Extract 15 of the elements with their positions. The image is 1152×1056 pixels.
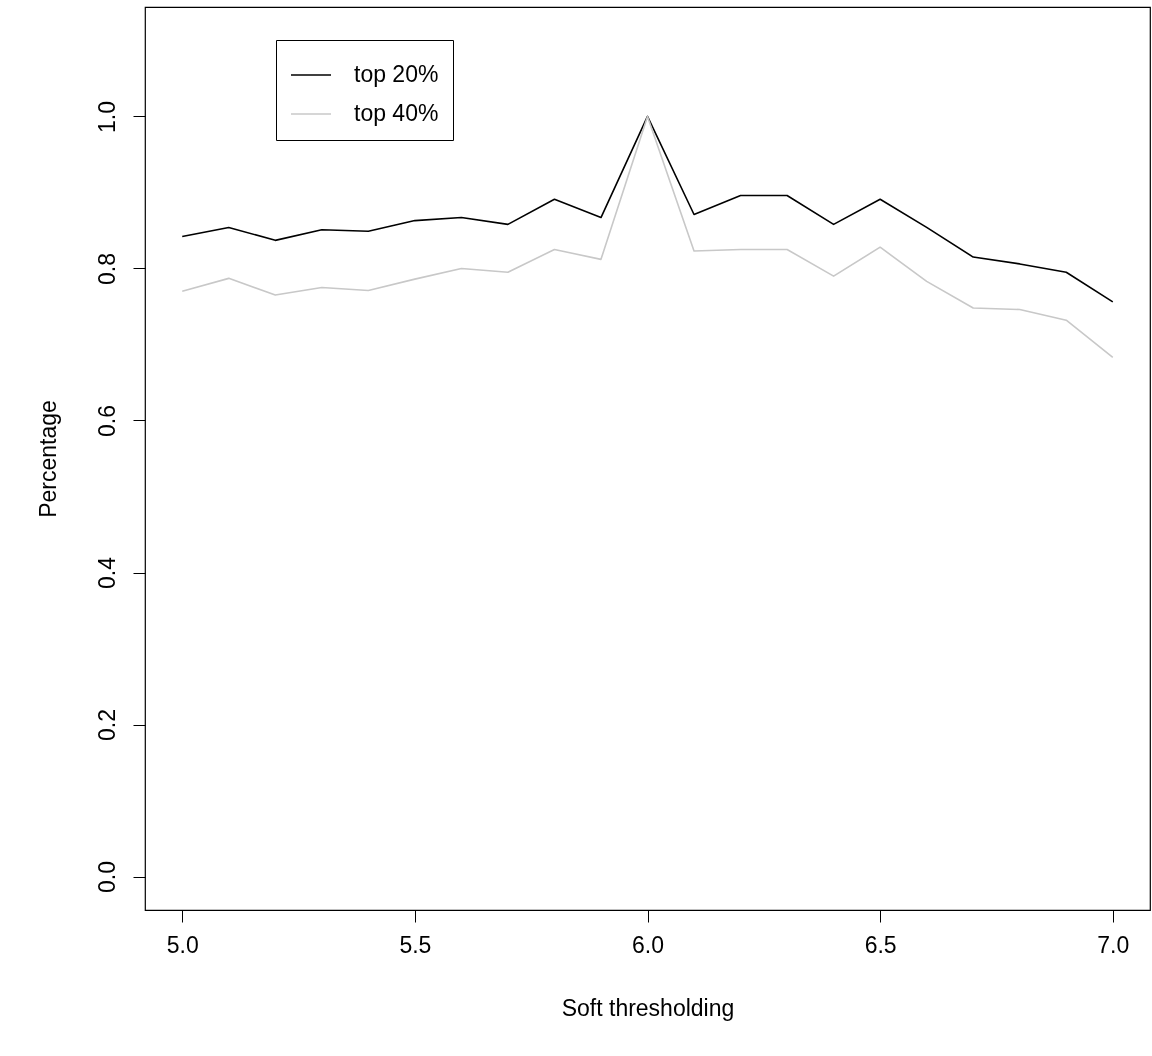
x-tick-label: 6.0 [632, 931, 664, 958]
x-tick-label: 5.5 [399, 931, 432, 958]
y-tick-label: 0.0 [93, 861, 120, 894]
x-tick-label: 6.5 [864, 931, 897, 958]
y-tick-label: 1.0 [93, 100, 120, 133]
legend-label: top 40% [354, 100, 439, 126]
y-tick-label: 0.6 [93, 405, 120, 437]
x-tick-label: 5.0 [166, 931, 199, 958]
y-tick-label: 0.4 [93, 556, 120, 590]
y-tick-label: 0.8 [93, 252, 120, 285]
y-axis-title: Percentage [34, 400, 61, 518]
x-axis-title: Soft thresholding [561, 994, 735, 1021]
y-tick-label: 0.2 [93, 709, 120, 742]
legend-label: top 20% [354, 61, 439, 87]
x-tick-label: 7.0 [1097, 931, 1130, 958]
